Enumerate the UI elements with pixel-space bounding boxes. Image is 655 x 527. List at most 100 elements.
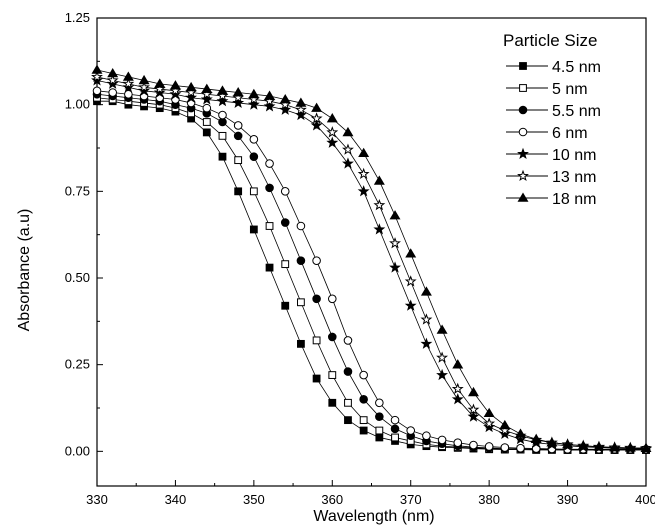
x-tick-label: 360 xyxy=(321,492,343,507)
data-point xyxy=(169,80,181,90)
legend-marker xyxy=(517,169,529,182)
data-point xyxy=(264,90,276,100)
data-point xyxy=(404,299,417,311)
data-point xyxy=(153,86,166,98)
data-point xyxy=(312,256,321,265)
data-point xyxy=(469,440,478,450)
data-point xyxy=(467,386,479,397)
data-point xyxy=(201,83,213,93)
data-point xyxy=(359,395,368,404)
series-layer xyxy=(91,64,652,454)
legend-marker xyxy=(518,127,528,137)
legend-label: 6 nm xyxy=(552,125,588,142)
x-tick-label: 330 xyxy=(86,492,108,507)
data-point xyxy=(342,126,354,137)
data-point xyxy=(420,337,433,349)
legend-title: Particle Size xyxy=(503,31,597,50)
data-point xyxy=(154,78,166,88)
data-point xyxy=(249,225,258,234)
data-point xyxy=(202,103,212,113)
data-point xyxy=(200,93,213,105)
data-point xyxy=(358,147,370,157)
data-point xyxy=(92,86,102,96)
data-point xyxy=(294,108,307,121)
data-point xyxy=(406,426,416,435)
data-point xyxy=(562,438,574,449)
data-point xyxy=(436,324,448,334)
data-point xyxy=(122,81,135,93)
y-tick-label: 0.25 xyxy=(65,357,90,372)
data-point xyxy=(169,88,182,100)
x-tick-label: 350 xyxy=(243,492,265,507)
x-tick-label: 380 xyxy=(478,492,500,507)
data-point xyxy=(281,301,290,310)
data-point xyxy=(280,218,290,227)
data-point xyxy=(185,91,198,103)
data-point xyxy=(106,77,119,89)
data-point xyxy=(249,152,259,161)
data-point xyxy=(342,143,354,155)
data-point xyxy=(328,371,337,379)
data-point xyxy=(122,77,135,89)
data-point xyxy=(138,81,150,93)
data-point xyxy=(390,424,400,434)
data-point xyxy=(234,156,243,165)
data-point xyxy=(310,119,323,131)
data-point xyxy=(343,336,353,345)
y-tick-label: 0.50 xyxy=(65,270,90,285)
x-tick-label: 400 xyxy=(635,492,655,507)
data-point xyxy=(265,263,274,272)
series-line xyxy=(96,90,646,450)
x-axis-label: Wavelength (nm) xyxy=(313,508,434,525)
data-point xyxy=(202,128,211,137)
data-point xyxy=(390,415,400,425)
data-point xyxy=(265,183,274,193)
legend-label: 13 nm xyxy=(552,169,596,186)
data-point xyxy=(326,113,338,123)
data-point xyxy=(310,112,323,124)
y-tick-label: 0.00 xyxy=(65,443,90,458)
data-point xyxy=(609,442,621,452)
data-point xyxy=(326,126,339,138)
data-point xyxy=(516,443,525,453)
data-point xyxy=(138,84,150,96)
x-tick-label: 390 xyxy=(557,492,579,507)
data-point xyxy=(484,442,494,451)
legend: 4.5 nm 5 nm 5.5 nm 6 nm 10 nm 13 nm 18 nm xyxy=(506,59,601,208)
data-point xyxy=(467,403,480,415)
data-point xyxy=(328,398,337,407)
data-point xyxy=(375,426,384,435)
data-point xyxy=(420,286,432,296)
data-point xyxy=(281,260,290,269)
data-point xyxy=(233,121,243,130)
data-point xyxy=(452,359,464,369)
data-point xyxy=(216,94,229,107)
data-point xyxy=(500,443,510,452)
legend-label: 5.5 nm xyxy=(552,103,601,120)
data-point xyxy=(357,185,370,197)
data-point xyxy=(107,67,119,78)
data-point xyxy=(296,256,306,265)
data-point xyxy=(405,248,417,258)
data-point xyxy=(357,167,370,180)
data-point xyxy=(389,261,401,273)
data-point xyxy=(280,187,290,196)
data-point xyxy=(451,393,464,405)
legend-marker xyxy=(519,62,527,70)
data-point xyxy=(312,294,321,304)
data-point xyxy=(297,298,305,307)
data-point xyxy=(515,428,526,438)
legend-label: 10 nm xyxy=(552,147,596,164)
data-point xyxy=(232,96,245,108)
data-point xyxy=(247,98,260,110)
legend-marker xyxy=(517,192,529,202)
legend-label: 5 nm xyxy=(552,81,588,98)
data-point xyxy=(344,416,352,425)
data-point xyxy=(249,135,259,144)
data-point xyxy=(373,223,386,235)
data-point xyxy=(279,93,291,104)
data-point xyxy=(420,313,433,325)
data-point xyxy=(279,103,292,115)
data-point xyxy=(546,437,558,447)
